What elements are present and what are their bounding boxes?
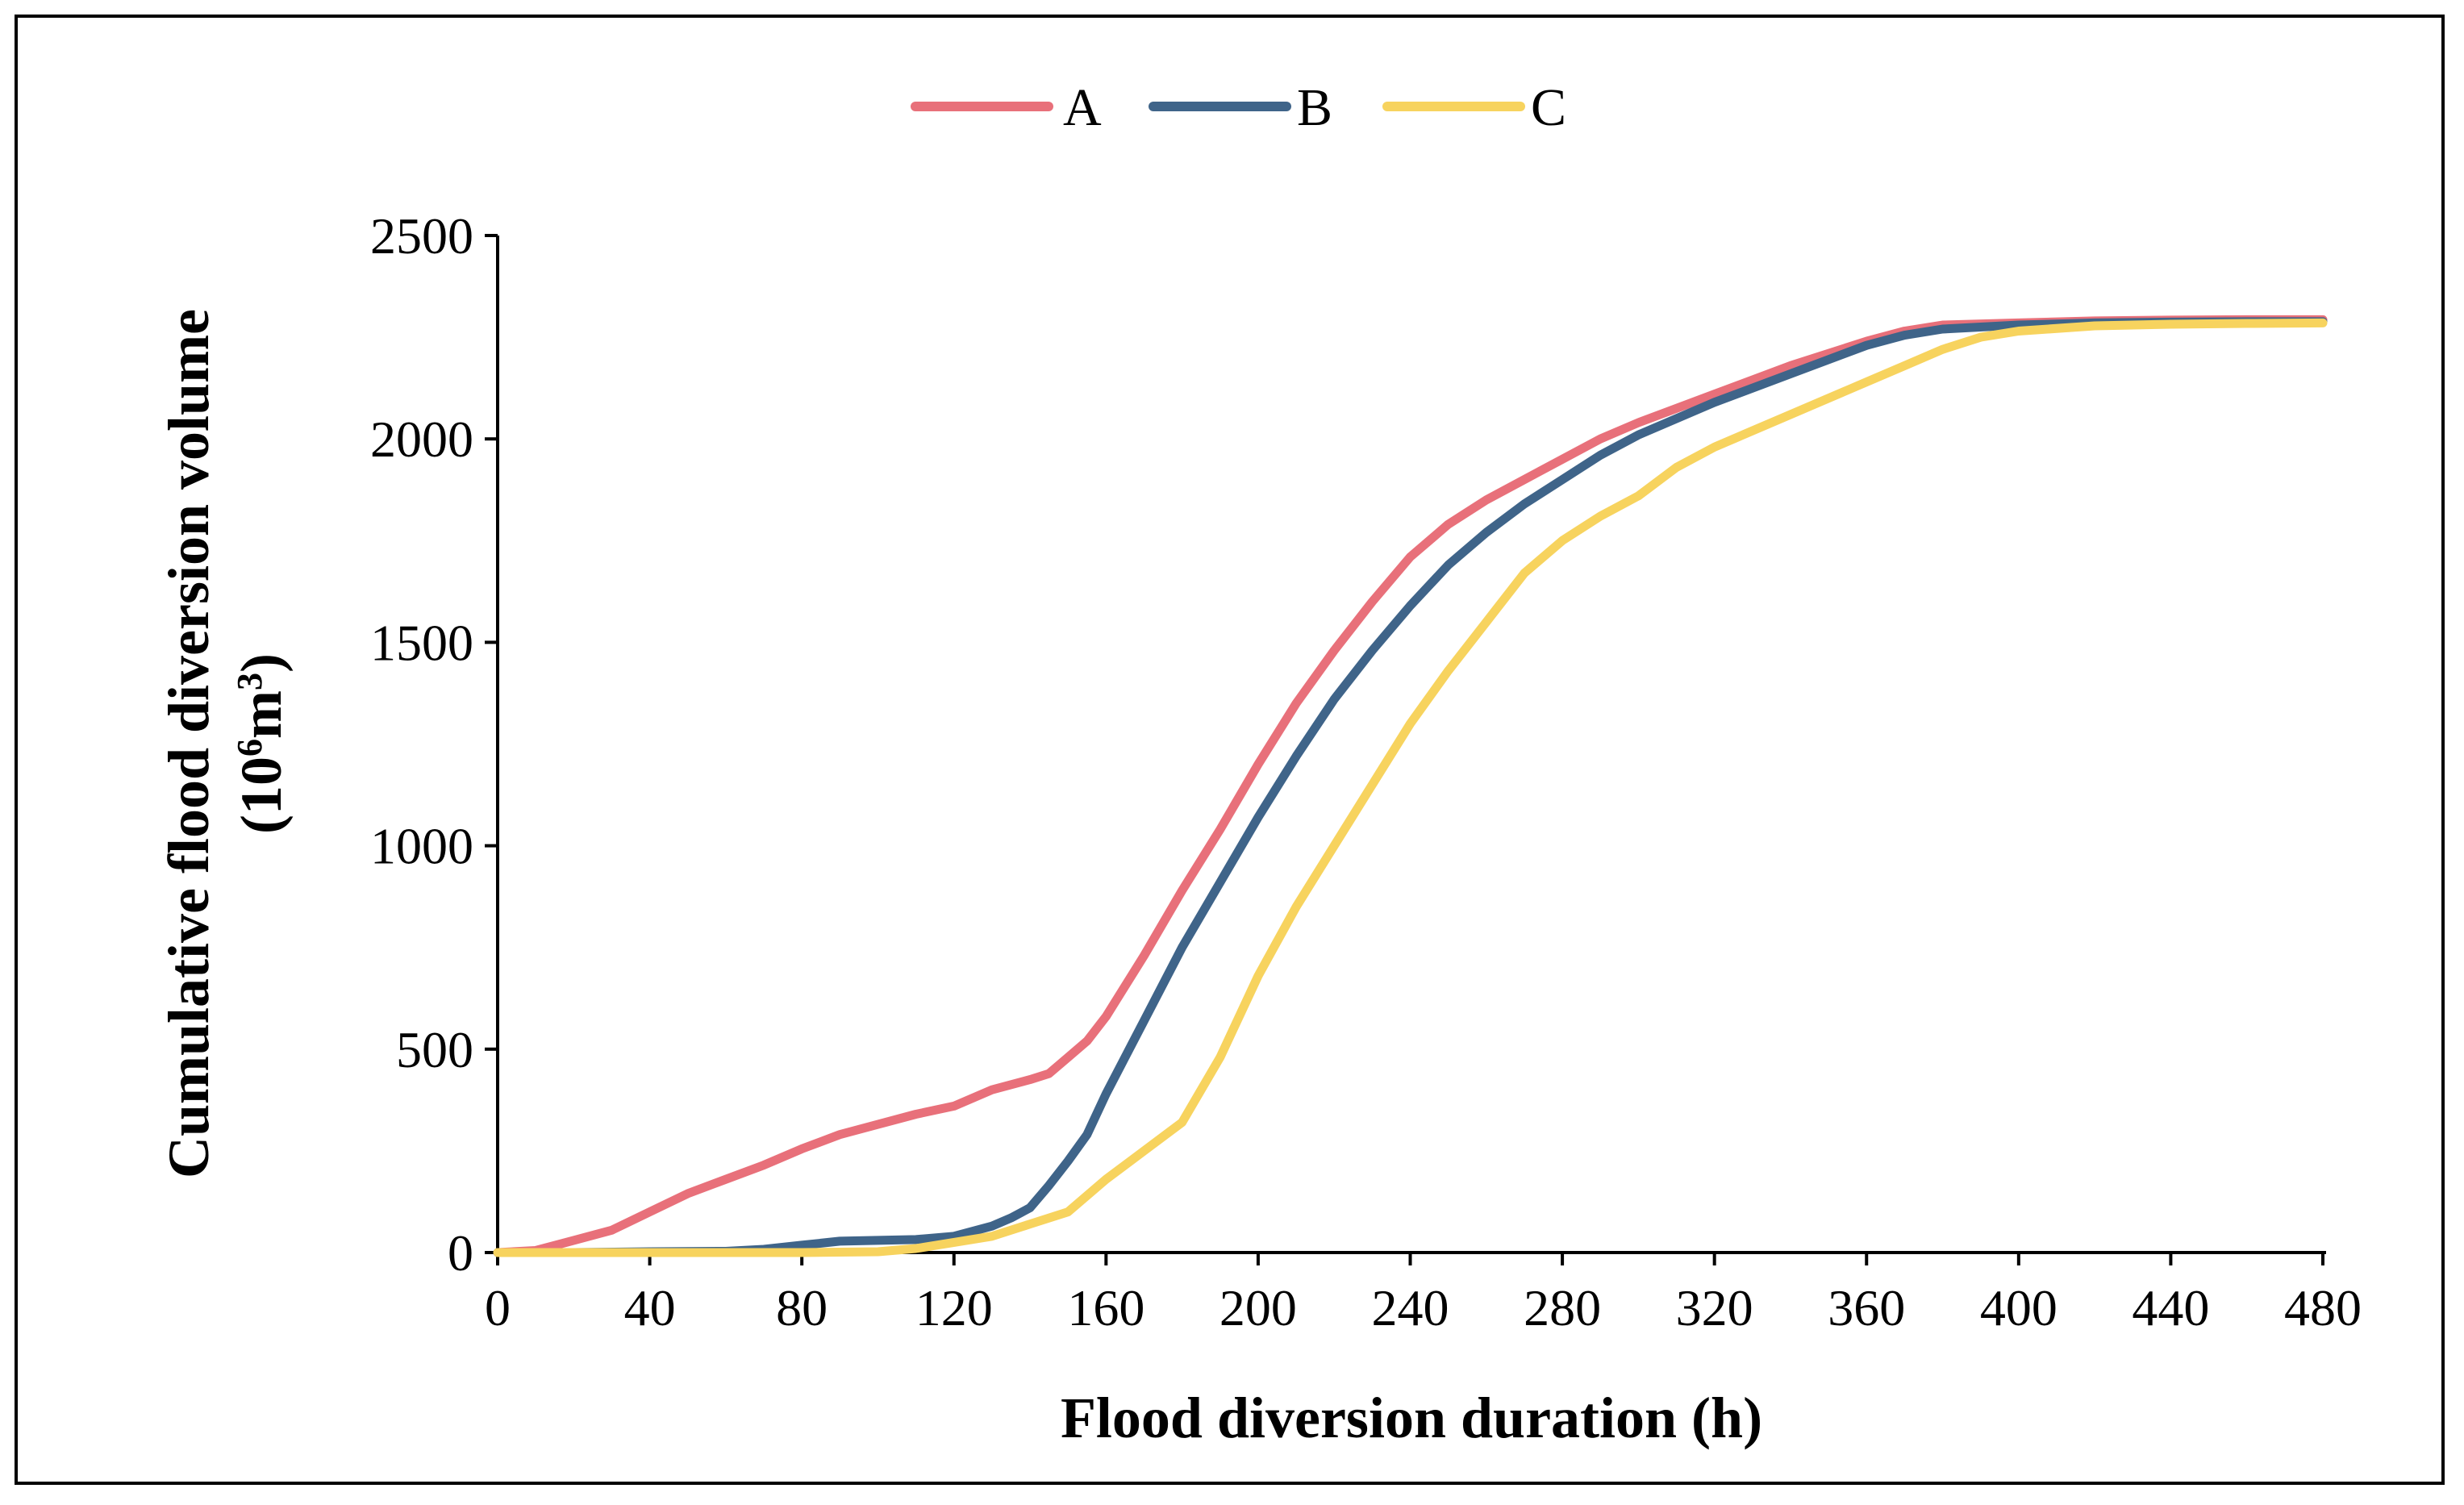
x-tick-label: 440 — [2132, 1279, 2209, 1336]
y-axis-title-line1: Cumulative flood diversion volume — [156, 309, 221, 1178]
legend-label-b: B — [1297, 78, 1332, 137]
series-line-c — [493, 318, 2328, 1257]
y-tick-label: 1500 — [370, 614, 473, 671]
x-tick-label: 480 — [2284, 1279, 2362, 1336]
ylabel-sup: 6 — [230, 739, 269, 757]
y-tick-label: 2000 — [370, 411, 473, 468]
ylabel-suffix: ) — [229, 653, 294, 673]
y-axis-title: Cumulative flood diversion volume (106m3… — [156, 309, 294, 1178]
y-tick-label: 500 — [396, 1021, 473, 1078]
x-tick-label: 360 — [1828, 1279, 1905, 1336]
axes — [496, 236, 2326, 1254]
x-tick-label: 120 — [915, 1279, 993, 1336]
x-tick-label: 280 — [1524, 1279, 1601, 1336]
series-line-b — [493, 317, 2328, 1257]
y-ticks: 0 500 1000 1500 2000 2500 — [370, 207, 498, 1282]
series-line-a — [493, 315, 2328, 1257]
chart-frame — [15, 15, 2445, 1485]
legend-label-a: A — [1063, 78, 1102, 137]
legend: A B C — [911, 78, 1566, 137]
x-tick-label: 200 — [1219, 1279, 1297, 1336]
ylabel-prefix: (10 — [229, 757, 294, 834]
x-tick-label: 240 — [1372, 1279, 1449, 1336]
y-axis-title-line2: (106m3) — [229, 653, 294, 834]
x-ticks: 0 40 80 120 160 200 240 280 320 360 400 440 480 — [485, 1253, 2362, 1336]
x-tick-label: 80 — [776, 1279, 828, 1336]
ylabel-unit: m — [229, 690, 294, 739]
x-tick-label: 40 — [624, 1279, 676, 1336]
x-tick-label: 400 — [1980, 1279, 2058, 1336]
x-tick-label: 160 — [1067, 1279, 1144, 1336]
series-lines — [493, 315, 2328, 1257]
x-tick-label: 320 — [1676, 1279, 1753, 1336]
x-tick-label: 0 — [485, 1279, 511, 1336]
y-tick-label: 1000 — [370, 818, 473, 875]
y-tick-label: 2500 — [370, 207, 473, 265]
y-tick-label: 0 — [448, 1224, 473, 1282]
ylabel-sup2: 3 — [230, 673, 269, 690]
legend-label-c: C — [1531, 78, 1566, 137]
x-axis-title: Flood diversion duration (h) — [1061, 1386, 1762, 1450]
